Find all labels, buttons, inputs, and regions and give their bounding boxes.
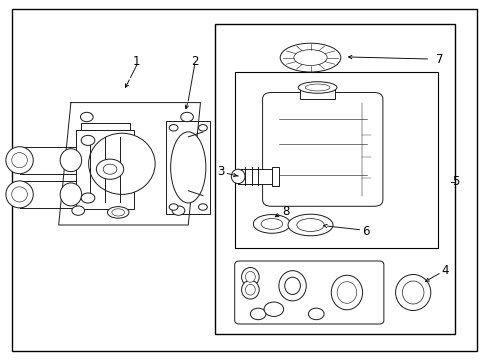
Ellipse shape bbox=[284, 277, 300, 294]
Ellipse shape bbox=[12, 187, 27, 202]
Circle shape bbox=[250, 308, 265, 320]
Ellipse shape bbox=[245, 284, 255, 295]
Ellipse shape bbox=[293, 50, 326, 66]
Bar bbox=[238, 169, 272, 184]
Circle shape bbox=[198, 125, 207, 131]
Ellipse shape bbox=[305, 84, 329, 91]
Ellipse shape bbox=[395, 274, 430, 310]
Text: 4: 4 bbox=[440, 264, 448, 277]
Text: 6: 6 bbox=[361, 225, 369, 238]
Circle shape bbox=[80, 112, 93, 122]
Circle shape bbox=[72, 206, 84, 215]
Bar bbox=[234, 72, 437, 248]
Circle shape bbox=[172, 206, 184, 215]
Ellipse shape bbox=[264, 302, 283, 316]
Bar bbox=[166, 121, 210, 214]
Ellipse shape bbox=[287, 214, 332, 236]
Ellipse shape bbox=[241, 280, 259, 299]
Circle shape bbox=[103, 164, 117, 174]
Ellipse shape bbox=[253, 215, 290, 233]
Ellipse shape bbox=[170, 132, 205, 203]
Bar bbox=[215, 24, 454, 334]
Ellipse shape bbox=[330, 275, 362, 310]
Ellipse shape bbox=[107, 207, 129, 218]
Text: 3: 3 bbox=[217, 165, 224, 177]
Circle shape bbox=[198, 204, 207, 210]
Circle shape bbox=[308, 308, 324, 320]
Ellipse shape bbox=[296, 219, 324, 231]
Ellipse shape bbox=[241, 267, 259, 286]
FancyBboxPatch shape bbox=[234, 261, 383, 324]
Ellipse shape bbox=[336, 282, 356, 303]
Ellipse shape bbox=[261, 219, 282, 229]
FancyBboxPatch shape bbox=[262, 93, 382, 206]
Ellipse shape bbox=[231, 169, 244, 184]
Text: 1: 1 bbox=[133, 55, 141, 68]
Ellipse shape bbox=[60, 149, 81, 172]
Ellipse shape bbox=[6, 181, 33, 208]
Ellipse shape bbox=[278, 271, 305, 301]
Ellipse shape bbox=[402, 281, 423, 304]
Text: 5: 5 bbox=[451, 175, 459, 188]
Text: 7: 7 bbox=[435, 53, 443, 66]
Bar bbox=[299, 87, 334, 99]
Text: 2: 2 bbox=[190, 55, 198, 68]
Ellipse shape bbox=[6, 147, 33, 174]
Circle shape bbox=[169, 125, 178, 131]
Circle shape bbox=[81, 193, 95, 203]
Bar bbox=[272, 167, 279, 186]
Text: 8: 8 bbox=[282, 205, 289, 218]
Ellipse shape bbox=[245, 271, 255, 282]
Ellipse shape bbox=[280, 43, 340, 72]
Ellipse shape bbox=[12, 153, 27, 168]
Ellipse shape bbox=[298, 82, 336, 93]
Circle shape bbox=[96, 159, 123, 179]
Ellipse shape bbox=[112, 209, 124, 216]
Circle shape bbox=[181, 112, 193, 122]
Circle shape bbox=[81, 135, 95, 145]
Bar bbox=[76, 130, 134, 209]
Ellipse shape bbox=[88, 133, 155, 194]
Bar bbox=[81, 123, 129, 130]
Circle shape bbox=[169, 204, 178, 210]
Polygon shape bbox=[59, 103, 200, 225]
Ellipse shape bbox=[60, 183, 81, 206]
